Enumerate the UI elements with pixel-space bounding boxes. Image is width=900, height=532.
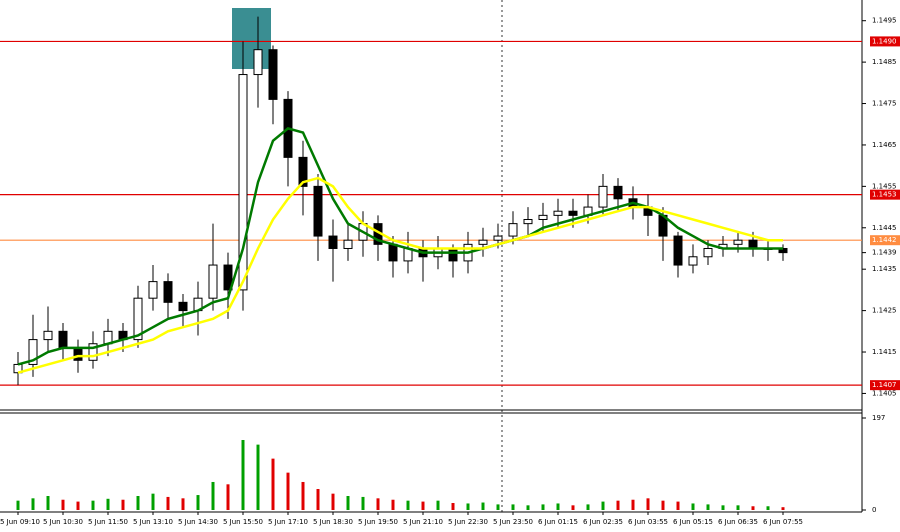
highlight-box bbox=[232, 8, 271, 69]
y2-tick-label: 0 bbox=[872, 506, 876, 514]
x-tick-label: 5 Jun 21:10 bbox=[403, 518, 443, 526]
y-tick-label: 1.1425 bbox=[872, 307, 897, 315]
level-label: 1.1442 bbox=[872, 236, 897, 244]
candle-body bbox=[178, 301, 188, 312]
last-price-label: 1.1439 bbox=[872, 249, 897, 257]
candle-body bbox=[703, 247, 713, 258]
candle-body bbox=[613, 185, 623, 200]
candle-body bbox=[328, 235, 338, 249]
x-tick-label: 6 Jun 06:35 bbox=[718, 518, 758, 526]
candle-body bbox=[478, 239, 488, 245]
level-label: 1.1453 bbox=[872, 191, 897, 199]
candle-body bbox=[268, 49, 278, 100]
candle-body bbox=[313, 185, 323, 237]
y-tick-label: 1.1415 bbox=[872, 348, 897, 356]
y-tick-label: 1.1485 bbox=[872, 58, 897, 66]
candle-body bbox=[148, 281, 158, 299]
candle-body bbox=[238, 74, 248, 291]
x-tick-label: 6 Jun 03:55 bbox=[628, 518, 668, 526]
x-tick-label: 6 Jun 05:15 bbox=[673, 518, 713, 526]
x-tick-label: 5 Jun 09:10 bbox=[0, 518, 40, 526]
candle-body bbox=[88, 343, 98, 361]
candle-body bbox=[523, 218, 533, 225]
level-label-box bbox=[870, 380, 900, 391]
candle-body bbox=[448, 247, 458, 262]
candle-body bbox=[223, 264, 233, 291]
candle-body bbox=[298, 156, 308, 187]
candle-body bbox=[673, 235, 683, 266]
candle-body bbox=[553, 210, 563, 216]
candle-body bbox=[733, 239, 743, 245]
x-tick-label: 5 Jun 13:10 bbox=[133, 518, 173, 526]
x-tick-label: 5 Jun 11:50 bbox=[88, 518, 128, 526]
x-tick-label: 6 Jun 02:35 bbox=[583, 518, 623, 526]
x-tick-label: 5 Jun 18:30 bbox=[313, 518, 353, 526]
x-tick-label: 5 Jun 17:10 bbox=[268, 518, 308, 526]
moving-average bbox=[17, 127, 783, 366]
moving-average bbox=[17, 176, 783, 374]
x-tick-label: 5 Jun 22:30 bbox=[448, 518, 488, 526]
y-tick-label: 1.1495 bbox=[872, 17, 897, 25]
candle-body bbox=[208, 264, 218, 299]
level-label-box bbox=[870, 235, 900, 246]
x-tick-label: 5 Jun 10:30 bbox=[43, 518, 83, 526]
level-label-box bbox=[870, 36, 900, 47]
y-tick-label: 1.1435 bbox=[872, 265, 897, 273]
candle-body bbox=[508, 223, 518, 237]
candle-body bbox=[73, 347, 83, 361]
y2-tick-label: 197 bbox=[872, 414, 885, 422]
x-tick-label: 6 Jun 07:55 bbox=[763, 518, 803, 526]
candle-body bbox=[58, 330, 68, 349]
candle-body bbox=[163, 281, 173, 303]
y-tick-label: 1.1465 bbox=[872, 141, 897, 149]
candle-body bbox=[493, 235, 503, 241]
candle-body bbox=[28, 339, 38, 365]
candle-body bbox=[343, 239, 353, 249]
candle-body bbox=[388, 243, 398, 262]
candle-body bbox=[133, 297, 143, 341]
level-label: 1.1490 bbox=[872, 37, 897, 45]
level-label: 1.1407 bbox=[872, 381, 897, 389]
candle-body bbox=[568, 210, 578, 216]
x-tick-label: 5 Jun 23:50 bbox=[493, 518, 533, 526]
candle-body bbox=[253, 49, 263, 76]
y-tick-label: 1.1445 bbox=[872, 224, 897, 232]
y-tick-label: 1.1475 bbox=[872, 100, 897, 108]
level-label-box bbox=[870, 189, 900, 200]
x-tick-label: 5 Jun 15:50 bbox=[223, 518, 263, 526]
y-tick-label: 1.1455 bbox=[872, 182, 897, 190]
candle-body bbox=[688, 256, 698, 266]
x-tick-label: 5 Jun 14:30 bbox=[178, 518, 218, 526]
y-tick-label: 1.1405 bbox=[872, 389, 897, 397]
candle-body bbox=[43, 330, 53, 341]
candle-body bbox=[538, 214, 548, 220]
candle-body bbox=[598, 185, 608, 208]
x-tick-label: 5 Jun 19:50 bbox=[358, 518, 398, 526]
x-tick-label: 6 Jun 01:15 bbox=[538, 518, 578, 526]
